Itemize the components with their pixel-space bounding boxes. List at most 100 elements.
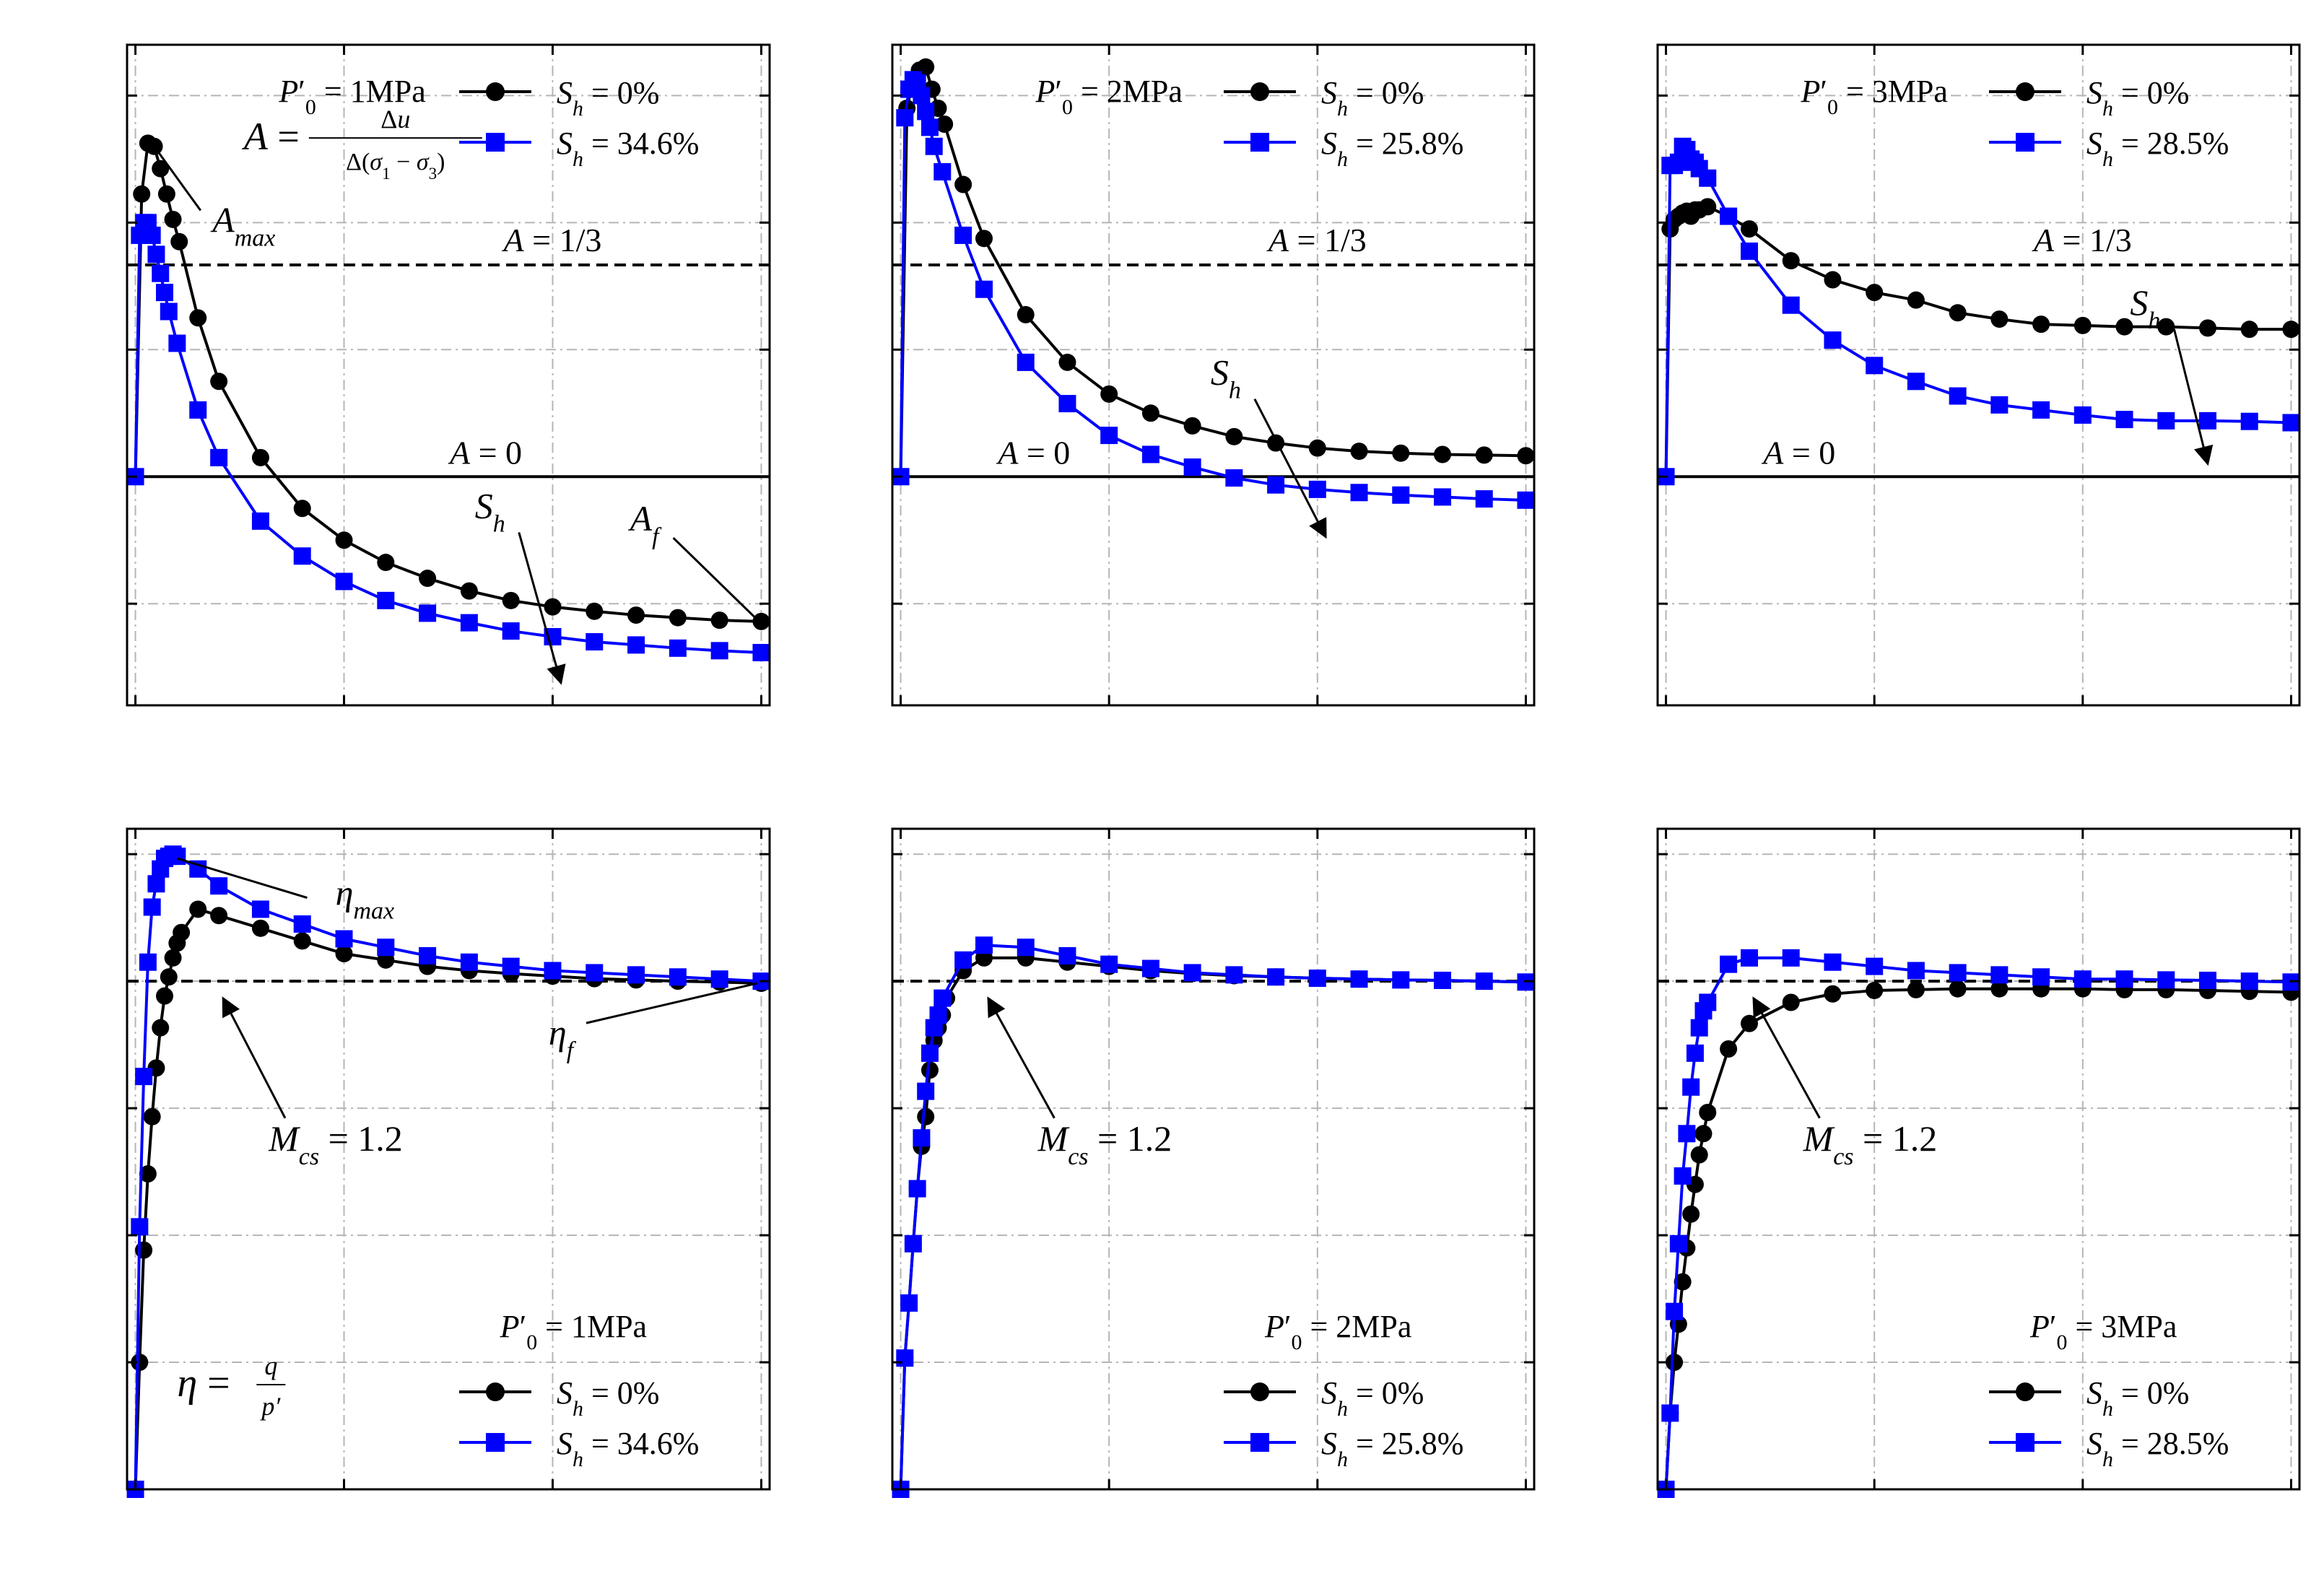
reference-line-label: A = 1/3 [502,222,602,258]
data-point [1907,291,1925,309]
data-point [975,230,993,248]
data-point [2032,968,2050,986]
data-point [160,302,178,321]
data-point [502,622,520,640]
series-line-1 [134,221,762,654]
data-point [377,938,395,957]
data-point [954,951,972,969]
legend-marker [1250,1382,1269,1401]
data-point [2073,406,2092,424]
data-point [1517,447,1535,465]
data-point [921,1061,939,1079]
data-point [2240,321,2258,339]
data-point [173,923,191,941]
legend-label: Sh = 0% [2086,75,2189,121]
data-point [1308,480,1326,498]
formula-numerator: Δu [380,105,410,134]
data-point [2199,971,2216,989]
data-point [1990,966,2009,984]
data-point [975,936,993,954]
data-point [1183,417,1201,435]
data-point [160,968,178,986]
data-point [293,915,311,933]
data-point [1308,970,1326,988]
legend-label: Sh = 28.5% [2086,126,2229,171]
legend-marker [2016,82,2034,101]
data-point [669,639,687,657]
data-point [586,964,604,982]
data-point [586,602,604,620]
plot-frame [126,43,771,707]
data-point [168,848,186,866]
data-point [1990,396,2009,414]
data-point [929,1006,947,1024]
legend: Sh = 0% Sh = 25.8% [1224,1375,1463,1471]
data-point [1434,971,1451,989]
data-point [1017,305,1035,323]
data-point [168,334,186,352]
plot-frame [126,827,771,1491]
data-point [2240,972,2258,990]
data-point [189,309,207,327]
data-point [210,877,228,895]
annotation-arrow [1253,398,1327,539]
data-point [2115,318,2133,336]
data-point [954,175,972,193]
data-point [1141,959,1159,977]
formula: η = q p′ [177,1351,286,1421]
data-point [2157,318,2175,336]
data-point [1682,1078,1700,1096]
data-point [1434,488,1451,506]
data-point [908,1180,926,1198]
annotation-arrow [1752,996,1821,1119]
data-point [170,232,188,251]
legend-label: Sh = 34.6% [557,1426,699,1471]
data-point [1720,207,1738,225]
data-point [1782,993,1800,1011]
data-point [917,1107,935,1125]
data-point [139,1165,157,1183]
data-point [152,160,170,178]
data-point [2032,401,2050,419]
reference-line-label: A = 1/3 [1266,222,1367,258]
legend-label: Sh = 25.8% [1321,126,1463,171]
annotation-arrow [987,996,1056,1119]
data-point [669,609,687,627]
data-point [1666,1302,1684,1320]
condition-label: P′0 = 3MPa [2029,1309,2177,1354]
data-point [913,1129,931,1147]
annotation-label: ηmax [336,873,394,925]
data-point [921,1044,939,1062]
data-point [1949,980,1967,998]
data-point [1949,387,1967,405]
data-point [1686,1044,1704,1062]
formula-lhs: A = [242,115,300,158]
data-point [1720,955,1738,973]
legend: Sh = 0% Sh = 34.6% [459,1375,699,1471]
data-point [1225,966,1243,984]
data-point [335,531,353,549]
data-point [251,512,269,530]
data-point [2115,411,2133,429]
data-point [1058,353,1076,371]
data-point [1141,404,1159,422]
legend-marker [486,1382,505,1401]
data-point [131,1354,149,1372]
data-point [1699,1103,1717,1121]
data-point [131,1218,149,1236]
plot-frame [891,827,1536,1491]
formula-numerator: q [264,1351,277,1380]
annotation-label: Mcs = 1.2 [1037,1118,1172,1170]
legend: Sh = 0% Sh = 28.5% [1989,75,2229,171]
data-point [752,643,770,661]
chart-panel-a: A = 1/3A = 0Sh = 0%Sh = 34.6%P′0 = 1MPaA… [126,43,771,707]
data-point [627,966,645,984]
data-point [1100,385,1118,403]
data-point [1267,968,1285,986]
condition-label: P′0 = 2MPa [1035,74,1182,119]
data-point [335,930,353,948]
data-point [152,1019,170,1037]
data-point [913,87,931,105]
annotation-label: Sh [1211,352,1241,404]
plot-frame [1656,43,2301,707]
